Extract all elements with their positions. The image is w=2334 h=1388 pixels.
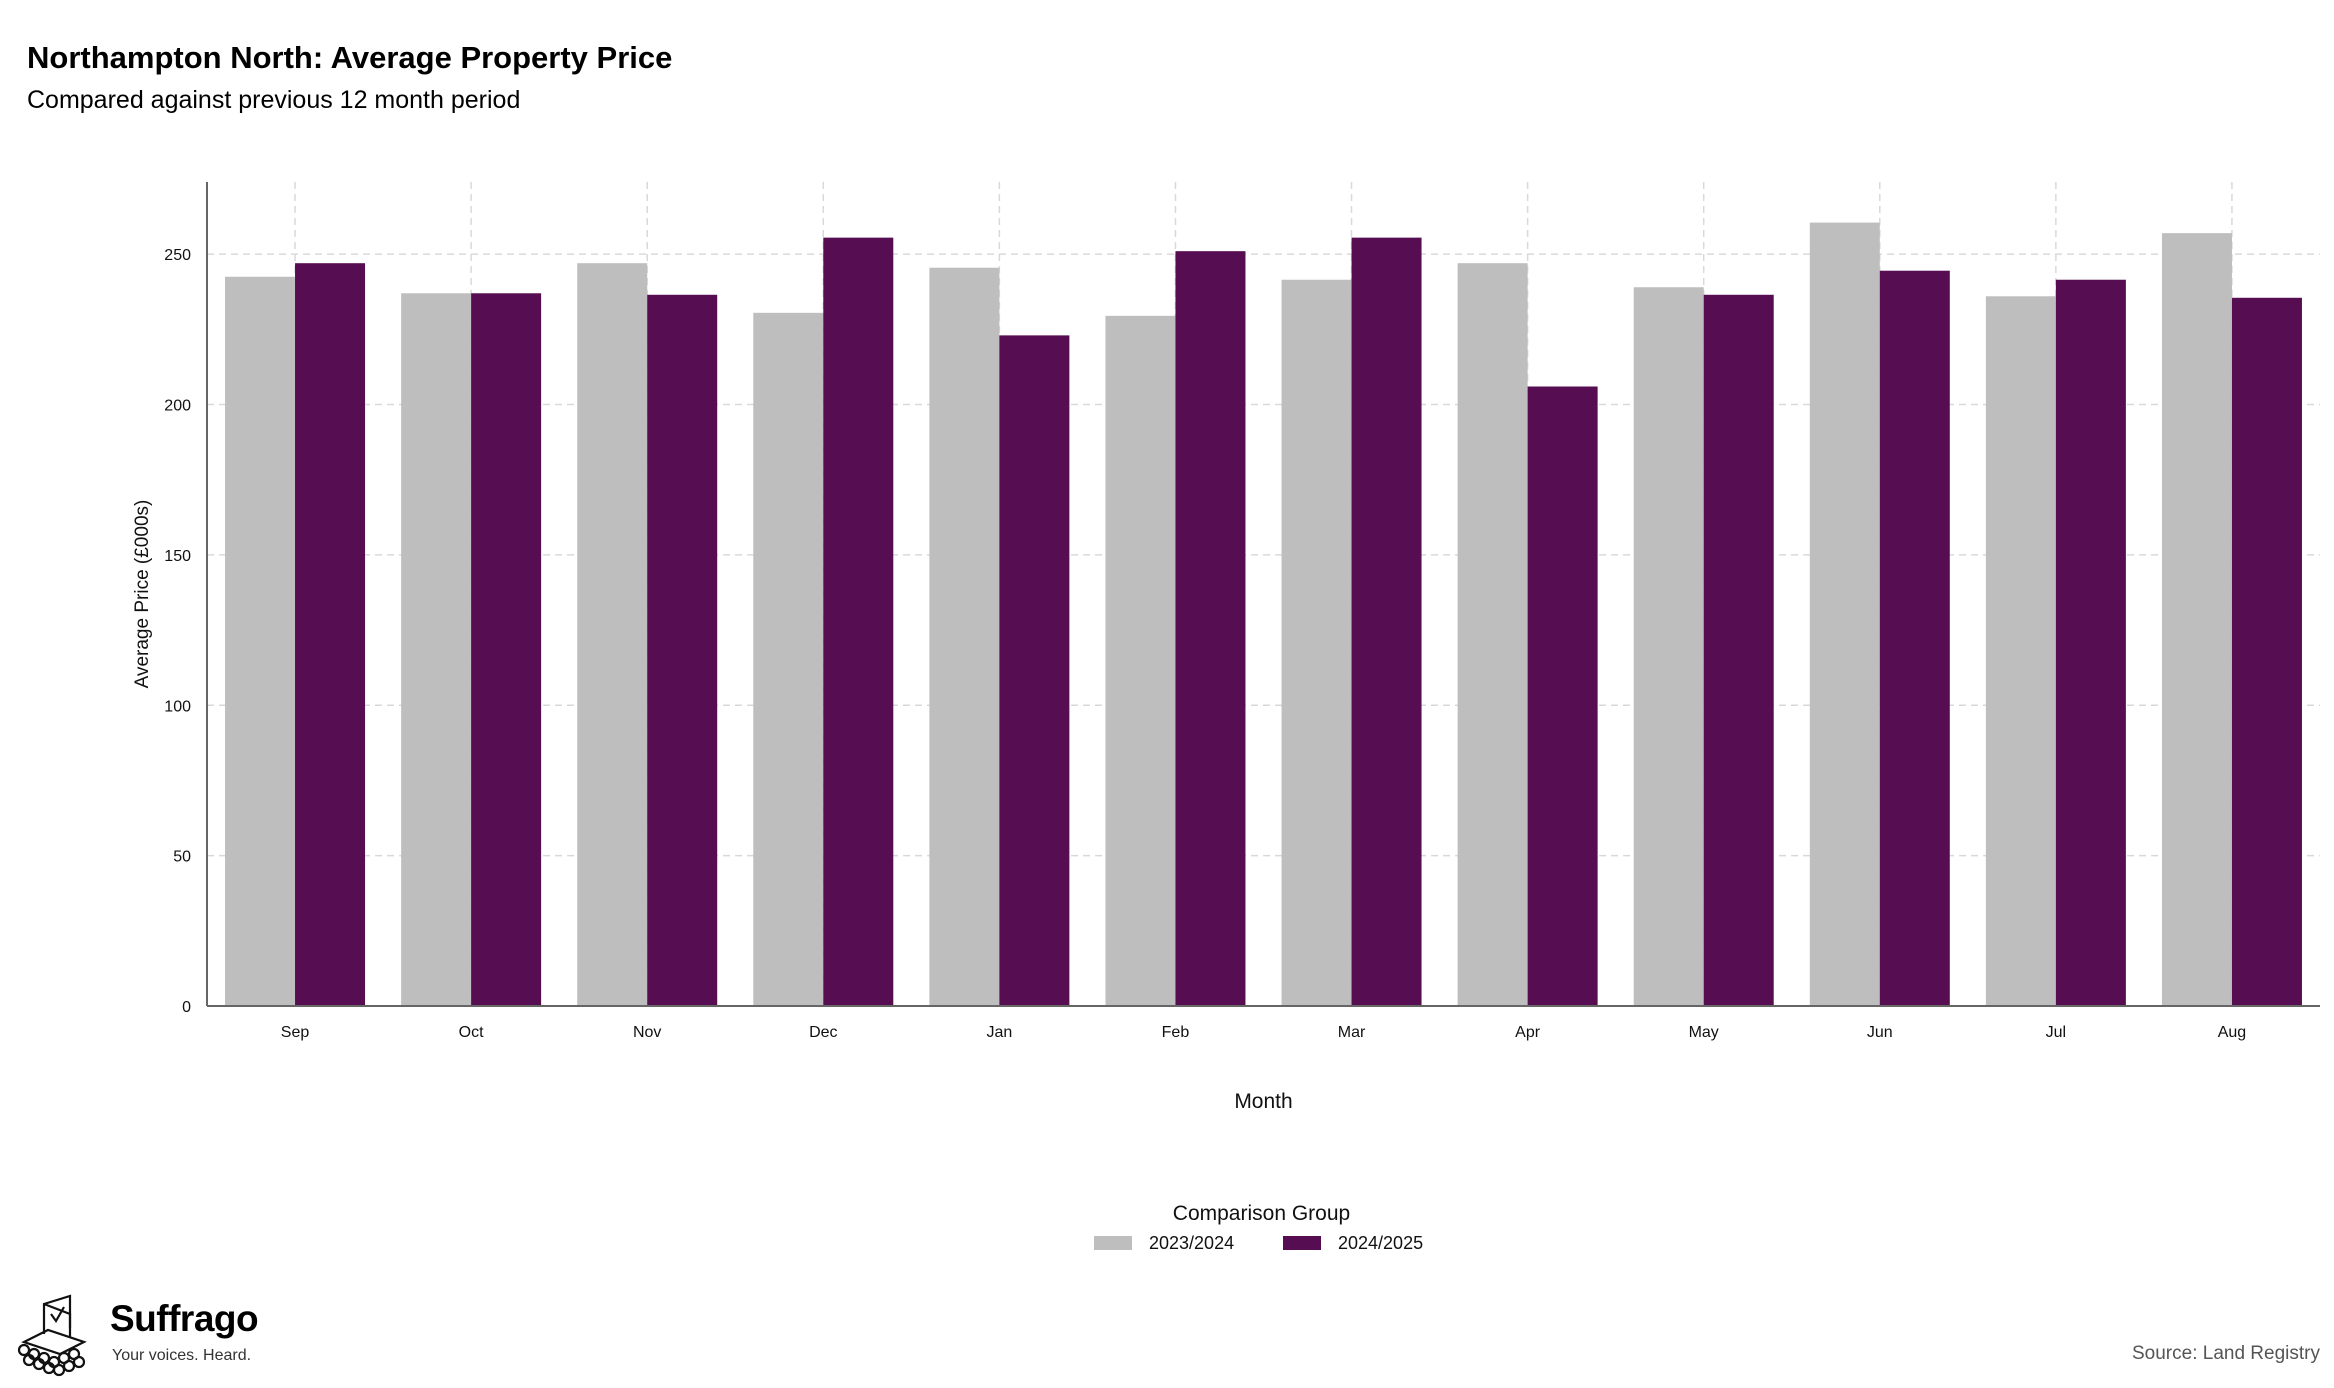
bar-2024-2025-dec [823,237,894,1007]
y-tick-label: 0 [182,999,191,1016]
y-tick-label: 250 [164,247,191,264]
legend-swatch-2023-2024 [1094,1236,1132,1250]
y-tick-label: 200 [164,398,191,415]
legend-label: 2023/2024 [1149,1233,1234,1253]
chart-title: Northampton North: Average Property Pric… [27,40,673,75]
bar-2024-2025-jan [999,335,1070,1006]
bar-2023-2024-nov [577,263,648,1006]
bar-2023-2024-jan [929,267,1000,1007]
bar-2024-2025-jul [2055,279,2126,1007]
x-tick-label: Aug [2218,1024,2246,1041]
x-tick-label: Oct [459,1024,484,1041]
bar-2023-2024-jul [1985,296,2056,1007]
bar-2023-2024-jun [1809,222,1880,1007]
bar-2023-2024-aug [2161,233,2232,1006]
x-tick-label: Jun [1867,1024,1893,1041]
bar-2024-2025-aug [2231,297,2302,1007]
bar-2024-2025-mar [1351,237,1422,1007]
source-note: Source: Land Registry [2132,1343,2320,1364]
ballot-box-logo-icon [17,1294,87,1377]
bar-chart: 0 50 100 150 200 250 Sep Oct Nov Dec Jan Feb Mar Apr M… [132,182,2320,1253]
bar-2024-2025-feb [1175,251,1246,1007]
bar-2024-2025-sep [295,263,366,1006]
x-tick-label: Feb [1162,1024,1190,1041]
bar-2023-2024-feb [1105,315,1176,1006]
y-tick-label: 50 [173,849,191,866]
brand-name: Suffrago [110,1298,259,1339]
bar-2024-2025-nov [647,294,718,1007]
x-axis-label: Month [1234,1090,1292,1113]
bar-2023-2024-mar [1281,279,1352,1007]
brand-tagline: Your voices. Heard. [112,1347,252,1364]
bar-2024-2025-oct [471,293,542,1006]
x-tick-label: Jan [986,1024,1012,1041]
y-tick-label: 150 [164,548,191,565]
x-tick-label: Nov [633,1024,661,1041]
chart-subtitle: Compared against previous 12 month perio… [27,86,521,114]
bar-2024-2025-may [1703,294,1774,1007]
x-tick-label: May [1689,1024,1719,1041]
x-tick-label: Dec [809,1024,837,1041]
legend-label: 2024/2025 [1338,1233,1423,1253]
bar-2024-2025-apr [1527,386,1598,1006]
bar-2024-2025-jun [1879,270,1950,1006]
y-axis-label: Average Price (£000s) [132,500,153,689]
bar-2023-2024-may [1633,287,1704,1006]
x-tick-label: Apr [1515,1024,1541,1041]
legend-title: Comparison Group [1173,1202,1350,1225]
x-tick-label: Jul [2046,1024,2066,1041]
y-tick-label: 100 [164,698,191,715]
bar-2023-2024-sep [225,276,296,1006]
bar-2023-2024-dec [753,312,824,1006]
bar-2023-2024-oct [401,293,472,1006]
x-tick-label: Mar [1338,1024,1366,1041]
bar-2023-2024-apr [1457,263,1528,1006]
legend-swatch-2024-2025 [1283,1236,1321,1250]
x-tick-label: Sep [281,1024,310,1041]
